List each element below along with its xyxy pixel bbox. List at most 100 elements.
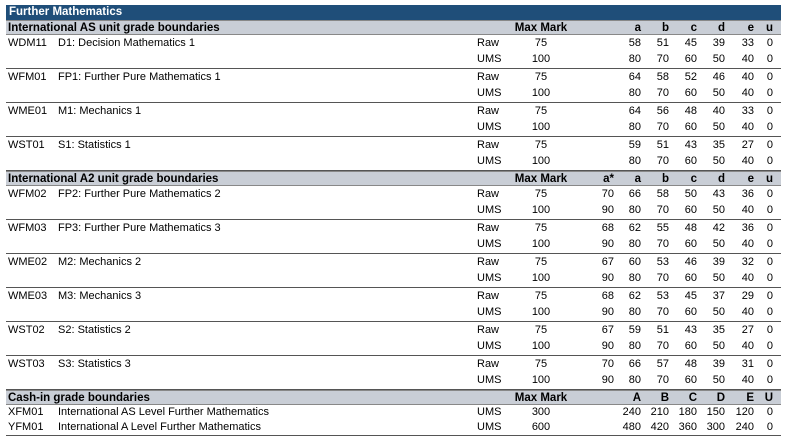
ums-boundary: 50 <box>712 53 725 65</box>
ums-boundary: 80 <box>628 204 641 216</box>
raw-boundary: 0 <box>766 37 773 49</box>
unit-block: WST02 S2: Statistics 2 Raw 75 67 59 51 43 35 27 0 U… <box>6 322 781 356</box>
ums-boundary: 60 <box>684 204 697 216</box>
cash-in-section: Cash-in grade boundaries Max Mark A B C D E U XF… <box>6 390 781 436</box>
unit-code: WST03 <box>8 358 45 370</box>
raw-label: Raw <box>477 222 500 234</box>
ums-max-mark: 100 <box>531 374 551 386</box>
raw-boundary: 46 <box>684 256 697 268</box>
raw-boundary: 0 <box>766 256 773 268</box>
ums-boundary: 60 <box>684 340 697 352</box>
ums-row: UMS 100 90 80 70 60 50 40 0 <box>6 202 781 219</box>
unit-name: FP3: Further Pure Mathematics 3 <box>58 222 221 234</box>
cash-boundary: 300 <box>706 421 725 433</box>
ums-boundary: 40 <box>741 87 754 99</box>
cash-boundary: 0 <box>766 406 773 418</box>
unit-code: WST02 <box>8 324 45 336</box>
ums-boundary: 80 <box>628 53 641 65</box>
raw-row: WFM03 FP3: Further Pure Mathematics 3 Raw 7… <box>6 220 781 236</box>
unit-block: WDM11 D1: Decision Mathematics 1 Raw 75 58 51… <box>6 35 781 69</box>
raw-boundary: 66 <box>628 358 641 370</box>
ums-boundary: 90 <box>601 204 614 216</box>
raw-boundary: 46 <box>712 71 725 83</box>
ums-label: UMS <box>477 272 502 284</box>
ums-label: UMS <box>477 340 502 352</box>
cash-boundary: 360 <box>678 421 697 433</box>
ums-boundary: 70 <box>656 340 669 352</box>
raw-label: Raw <box>477 256 500 268</box>
raw-boundary: 0 <box>766 290 773 302</box>
raw-boundary: 40 <box>712 105 725 117</box>
ums-label: UMS <box>477 53 502 65</box>
ums-boundary: 70 <box>656 53 669 65</box>
raw-boundary: 66 <box>628 188 641 200</box>
cash-max-mark: 300 <box>531 406 551 418</box>
ums-boundary: 40 <box>741 53 754 65</box>
unit-block: WFM03 FP3: Further Pure Mathematics 3 Raw 7… <box>6 220 781 254</box>
cash_section-grade-header: B <box>660 392 669 404</box>
raw-boundary: 39 <box>712 37 725 49</box>
raw-boundary: 62 <box>628 222 641 234</box>
ums-boundary: 80 <box>628 272 641 284</box>
ums-boundary: 0 <box>766 53 773 65</box>
ums-label: UMS <box>477 238 502 250</box>
raw-boundary: 50 <box>684 188 697 200</box>
raw-boundary: 0 <box>766 358 773 370</box>
as_section-heading-bar: International AS unit grade boundaries Ma… <box>6 20 781 35</box>
raw-boundary: 36 <box>741 222 754 234</box>
raw-boundary: 55 <box>656 222 669 234</box>
ums-boundary: 90 <box>601 272 614 284</box>
raw-max-mark: 75 <box>534 105 548 117</box>
a2_section-heading: International A2 unit grade boundaries <box>8 173 219 185</box>
raw-boundary: 32 <box>741 256 754 268</box>
raw-boundary: 60 <box>628 256 641 268</box>
ums-boundary: 40 <box>741 272 754 284</box>
cash-in-row: XFM01 International AS Level Further Math… <box>6 405 781 420</box>
cash_section-max-mark-header: Max Mark <box>514 392 568 404</box>
cash-boundary: 240 <box>622 406 641 418</box>
raw-row: WST01 S1: Statistics 1 Raw 75 59 51 43 35 27 0 <box>6 137 781 153</box>
unit-code: WST01 <box>8 139 45 151</box>
a2_section-grade-header: e <box>747 173 754 185</box>
raw-boundary: 53 <box>656 256 669 268</box>
unit-block: WME02 M2: Mechanics 2 Raw 75 67 60 53 46 39 32 0 UM… <box>6 254 781 288</box>
raw-boundary: 35 <box>712 324 725 336</box>
qualification-code: YFM01 <box>8 421 44 433</box>
ums-boundary: 40 <box>741 306 754 318</box>
raw-boundary: 57 <box>656 358 669 370</box>
as_section-heading: International AS unit grade boundaries <box>8 22 220 34</box>
raw-boundary: 40 <box>741 71 754 83</box>
ums-boundary: 70 <box>656 272 669 284</box>
raw-boundary: 67 <box>601 256 614 268</box>
ums-boundary: 90 <box>601 374 614 386</box>
ums-boundary: 60 <box>684 155 697 167</box>
unit-block: WST03 S3: Statistics 3 Raw 75 70 66 57 48 39 31 0 U… <box>6 356 781 390</box>
ums-boundary: 80 <box>628 238 641 250</box>
raw-boundary: 62 <box>628 290 641 302</box>
raw-boundary: 33 <box>741 37 754 49</box>
ums-label: UMS <box>477 374 502 386</box>
ums-max-mark: 100 <box>531 87 551 99</box>
ums-boundary: 80 <box>628 374 641 386</box>
raw-label: Raw <box>477 324 500 336</box>
ums-boundary: 70 <box>656 121 669 133</box>
raw-boundary: 67 <box>601 324 614 336</box>
raw-max-mark: 75 <box>534 290 548 302</box>
unit-name: S1: Statistics 1 <box>58 139 131 151</box>
ums-boundary: 0 <box>766 272 773 284</box>
raw-boundary: 0 <box>766 188 773 200</box>
ums-boundary: 50 <box>712 340 725 352</box>
unit-name: S2: Statistics 2 <box>58 324 131 336</box>
as_section-grade-header: a <box>634 22 641 34</box>
as_section-grade-header: e <box>747 22 754 34</box>
ums-label: UMS <box>477 121 502 133</box>
raw-row: WST02 S2: Statistics 2 Raw 75 67 59 51 43 35 27 0 <box>6 322 781 338</box>
a2_section-max-mark-header: Max Mark <box>514 173 568 185</box>
ums-boundary: 0 <box>766 374 773 386</box>
unit-code: WFM01 <box>8 71 47 83</box>
raw-boundary: 35 <box>712 139 725 151</box>
cash-max-mark: 600 <box>531 421 551 433</box>
ums-boundary: 90 <box>601 306 614 318</box>
raw-boundary: 36 <box>741 188 754 200</box>
raw-row: WME01 M1: Mechanics 1 Raw 75 64 56 48 40 33 0 <box>6 103 781 119</box>
